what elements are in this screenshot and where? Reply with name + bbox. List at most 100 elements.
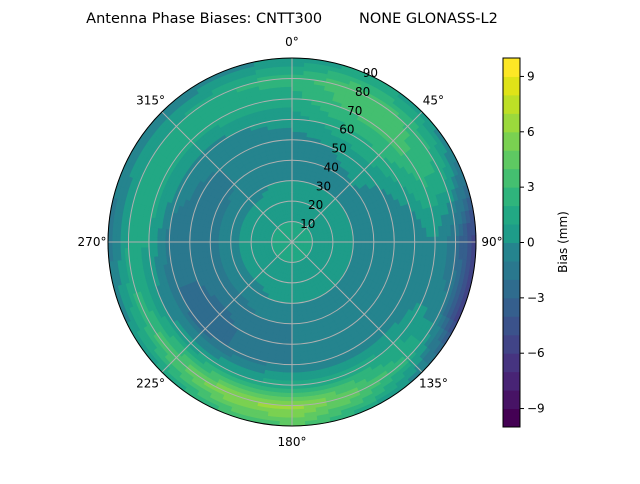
contour-cell xyxy=(287,172,292,176)
contour-cell xyxy=(337,237,341,241)
contour-cell xyxy=(341,236,345,240)
contour-cell xyxy=(292,393,303,397)
contour-cell xyxy=(281,91,292,95)
contour-cell xyxy=(292,70,304,74)
colorbar-segment xyxy=(503,261,520,280)
theta-tick-label: 225° xyxy=(136,376,165,390)
r-tick-label: 60 xyxy=(339,123,354,137)
contour-cell xyxy=(292,417,305,422)
contour-cell xyxy=(243,244,247,248)
colorbar-segment xyxy=(503,206,520,225)
r-tick-label: 90 xyxy=(363,66,378,80)
r-tick-label: 30 xyxy=(316,179,331,193)
contour-cell xyxy=(292,352,300,356)
contour-cell xyxy=(292,377,302,381)
contour-cell xyxy=(292,181,296,185)
colorbar-segment xyxy=(503,372,520,391)
contour-cell xyxy=(292,83,303,87)
contour-cell xyxy=(295,291,299,295)
contour-cell xyxy=(292,315,297,319)
contour-cell xyxy=(288,295,292,299)
colorbar-label: Bias (mm) xyxy=(556,211,570,273)
contour-cell xyxy=(292,87,303,91)
contour-cell xyxy=(283,368,292,372)
contour-cell xyxy=(280,70,292,74)
theta-tick-label: 315° xyxy=(136,94,165,108)
contour-cell xyxy=(288,299,292,303)
contour-cell xyxy=(287,168,292,172)
contour-cell xyxy=(214,234,218,240)
contour-cell xyxy=(239,244,243,248)
contour-cell xyxy=(286,152,292,156)
contour-cell xyxy=(292,373,301,377)
contour-cell xyxy=(292,356,300,360)
r-tick-label: 80 xyxy=(355,85,370,99)
contour-cell xyxy=(386,232,391,239)
r-tick-label: 20 xyxy=(308,198,323,212)
contour-cell xyxy=(284,356,292,360)
contour-cell xyxy=(292,389,303,393)
contour-cell xyxy=(214,245,218,251)
colorbar-segment xyxy=(503,316,520,335)
colorbar-segment xyxy=(503,132,520,151)
contour-cell xyxy=(284,128,292,132)
contour-cell xyxy=(198,245,203,252)
theta-tick-label: 90° xyxy=(481,235,502,249)
contour-cell xyxy=(198,232,203,239)
colorbar-segment xyxy=(503,187,520,206)
contour-cell xyxy=(235,244,239,248)
colorbar-segment xyxy=(503,335,520,354)
contour-cell xyxy=(285,189,289,193)
theta-tick-label: 270° xyxy=(78,235,107,249)
colorbar-tick-label: −3 xyxy=(527,291,545,305)
contour-cell xyxy=(287,315,292,319)
contour-cell xyxy=(292,295,296,299)
contour-cell xyxy=(292,332,299,336)
colorbar-tick-label: −9 xyxy=(527,402,545,416)
contour-cell xyxy=(292,413,304,418)
contour-cell xyxy=(292,62,305,67)
colorbar-segment xyxy=(503,390,520,409)
contour-cell xyxy=(292,148,299,152)
contour-cell xyxy=(281,393,292,397)
contour-cell xyxy=(292,172,297,176)
contour-cell xyxy=(284,123,292,127)
colorbar-tick-label: 9 xyxy=(527,69,535,83)
contour-cell xyxy=(292,128,300,132)
colorbar-segment xyxy=(503,113,520,132)
contour-cell xyxy=(292,336,299,340)
theta-tick-label: 45° xyxy=(423,94,444,108)
contour-cell xyxy=(292,111,301,115)
colorbar-segment xyxy=(503,95,520,114)
contour-cell xyxy=(295,287,299,291)
colorbar-segment xyxy=(503,353,520,372)
contour-cell xyxy=(292,189,296,193)
contour-cell xyxy=(284,185,288,189)
contour-cell xyxy=(280,66,292,71)
colorbar-segment xyxy=(503,169,520,188)
colorbar-tick-label: −6 xyxy=(527,346,545,360)
contour-cell xyxy=(292,311,297,315)
colorbar-segment xyxy=(503,224,520,243)
colorbar-tick-label: 0 xyxy=(527,236,535,250)
contour-cell xyxy=(287,164,292,168)
contour-cell xyxy=(282,103,292,107)
contour-cell xyxy=(218,244,222,249)
contour-cell xyxy=(285,148,292,152)
contour-cell xyxy=(365,245,369,251)
r-tick-label: 50 xyxy=(331,142,346,156)
contour-cell xyxy=(284,352,292,356)
colorbar-tick-label: 6 xyxy=(527,125,535,139)
polar-grid xyxy=(108,58,476,426)
contour-cell xyxy=(361,234,365,239)
colorbar-tick-label: 3 xyxy=(527,180,535,194)
contour-cell xyxy=(292,307,297,311)
contour-cell xyxy=(283,373,292,377)
contour-cell xyxy=(284,348,292,352)
contour-cell xyxy=(292,397,303,401)
contour-cell xyxy=(361,244,365,249)
contour-cell xyxy=(287,307,292,311)
contour-cell xyxy=(292,66,304,71)
contour-cell xyxy=(202,245,207,251)
theta-tick-label: 0° xyxy=(285,35,299,49)
